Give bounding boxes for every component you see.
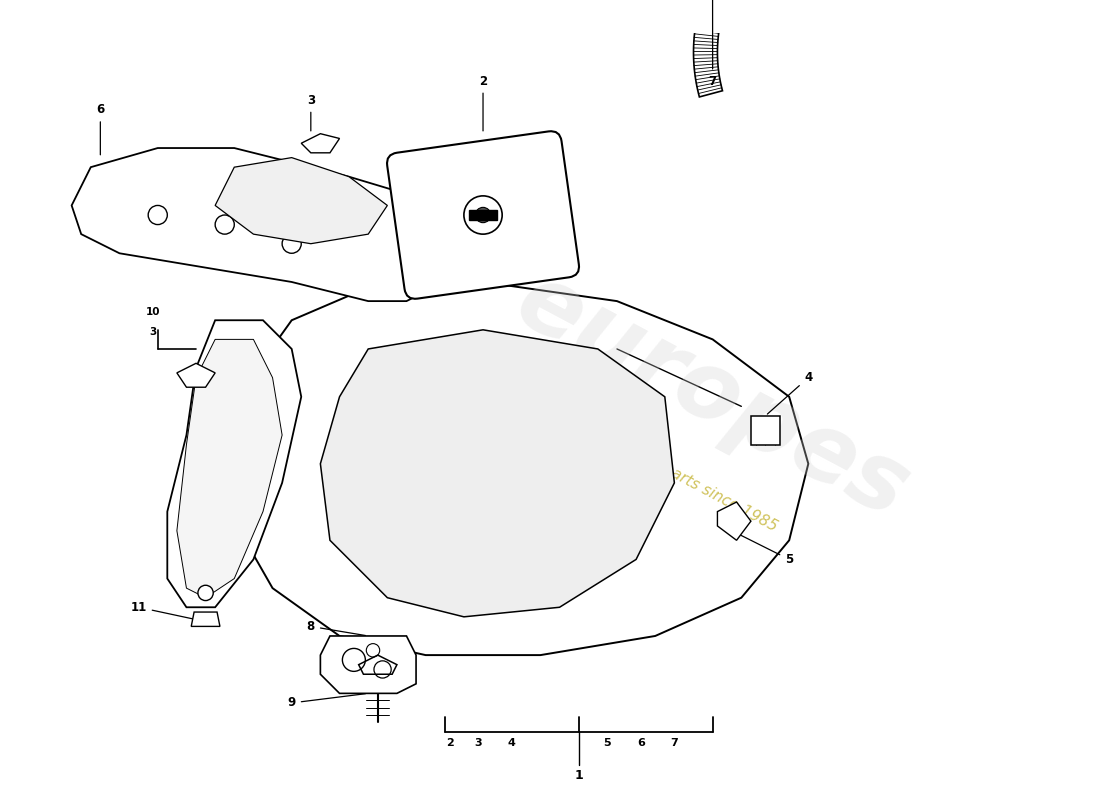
FancyBboxPatch shape — [387, 131, 579, 299]
Text: 10: 10 — [145, 307, 161, 318]
Text: 2: 2 — [446, 738, 453, 748]
Text: 11: 11 — [131, 601, 202, 621]
Polygon shape — [301, 134, 340, 153]
Bar — [469, 210, 497, 220]
Text: 3: 3 — [474, 738, 482, 748]
Text: 8: 8 — [307, 620, 365, 635]
Polygon shape — [177, 363, 216, 387]
Polygon shape — [693, 0, 732, 97]
Polygon shape — [191, 612, 220, 626]
Text: 6: 6 — [96, 103, 104, 155]
Polygon shape — [751, 416, 780, 445]
Text: 1: 1 — [574, 770, 583, 782]
Text: 6: 6 — [637, 738, 645, 748]
Circle shape — [464, 196, 503, 234]
Text: 5: 5 — [604, 738, 612, 748]
Text: 4: 4 — [508, 738, 516, 748]
Polygon shape — [167, 320, 301, 607]
Circle shape — [475, 207, 491, 222]
Text: a passion for parts since 1985: a passion for parts since 1985 — [569, 413, 780, 534]
Text: 7: 7 — [671, 738, 679, 748]
Text: 5: 5 — [735, 532, 793, 566]
Polygon shape — [177, 339, 282, 598]
Polygon shape — [216, 158, 387, 244]
Text: europes: europes — [500, 255, 924, 538]
Text: 3: 3 — [307, 94, 315, 131]
Text: 3: 3 — [150, 326, 156, 337]
Text: 4: 4 — [768, 371, 813, 414]
Polygon shape — [224, 282, 808, 655]
Polygon shape — [717, 502, 751, 540]
Circle shape — [198, 586, 213, 601]
Text: 2: 2 — [478, 74, 487, 131]
Polygon shape — [320, 330, 674, 617]
Polygon shape — [359, 655, 397, 674]
Text: 9: 9 — [287, 694, 365, 710]
Text: 7: 7 — [708, 0, 717, 87]
Polygon shape — [72, 148, 464, 301]
Polygon shape — [320, 636, 416, 694]
